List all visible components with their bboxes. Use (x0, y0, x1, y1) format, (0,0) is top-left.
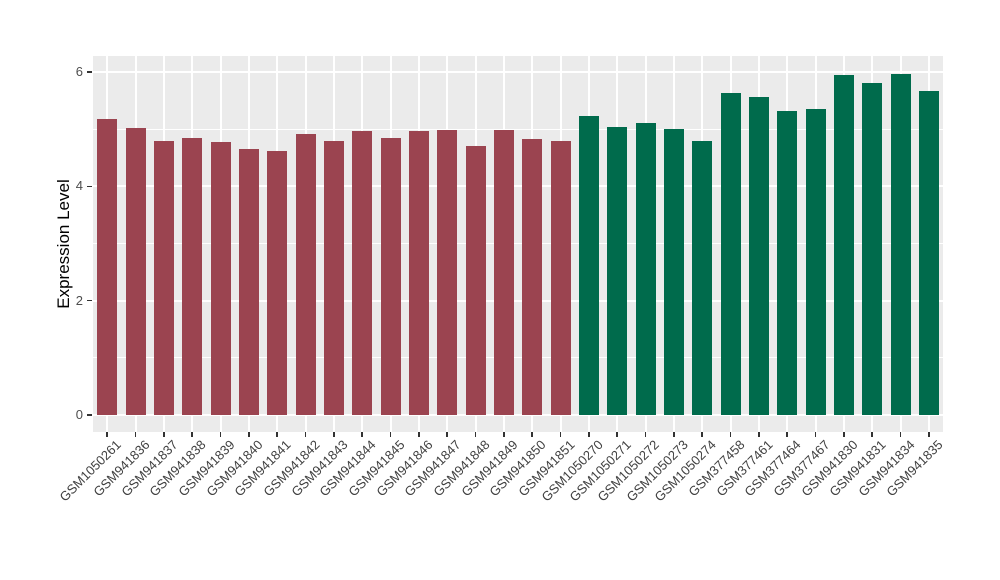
bar-GSM1050272 (635, 122, 656, 415)
x-axis-tick (304, 432, 307, 437)
bar-GSM941850 (522, 138, 543, 415)
y-axis-tick-label: 0 (75, 407, 83, 422)
x-axis-tick (503, 432, 505, 437)
x-axis-tick (191, 432, 193, 437)
x-axis-tick (474, 432, 477, 437)
bar-GSM1050273 (663, 128, 684, 415)
x-axis-tick (333, 432, 335, 437)
bar-GSM941844 (352, 131, 373, 415)
bar-GSM941839 (210, 141, 231, 415)
gridline-major-horizontal (93, 299, 943, 302)
x-axis-tick (163, 432, 165, 437)
bar-GSM377458 (720, 92, 741, 415)
bar-GSM941845 (380, 137, 401, 415)
plot-panel (93, 56, 943, 432)
y-axis-title: Expression Level (54, 179, 73, 309)
x-axis-tick (928, 432, 930, 437)
bar-GSM941837 (153, 141, 174, 415)
x-axis-tick (786, 432, 788, 437)
gridline-major-horizontal (93, 70, 943, 73)
y-axis-tick (87, 185, 92, 188)
x-axis-tick (729, 432, 732, 437)
x-axis-tick (814, 432, 817, 437)
x-axis-tick (446, 432, 448, 437)
bar-GSM1050261 (97, 118, 118, 415)
y-axis-tick (87, 71, 92, 73)
x-axis-tick (588, 432, 590, 437)
x-axis-tick (389, 432, 392, 437)
x-axis-tick (899, 432, 902, 437)
y-axis-tick (87, 299, 92, 302)
x-axis-tick (418, 432, 420, 437)
gridline-major-horizontal (93, 185, 943, 188)
bar-GSM941831 (862, 82, 883, 415)
x-axis-tick (758, 432, 760, 437)
bar-GSM377461 (748, 97, 769, 415)
bar-GSM941846 (408, 131, 429, 415)
x-axis-tick (559, 432, 562, 437)
gridline-major-horizontal (93, 414, 943, 416)
x-axis-tick (248, 432, 250, 437)
bar-GSM1050270 (578, 116, 599, 415)
x-axis-tick (219, 432, 222, 437)
x-axis-tick (106, 432, 108, 437)
bar-GSM941851 (550, 140, 571, 415)
bar-GSM1050271 (607, 126, 628, 415)
x-axis-tick (134, 432, 137, 437)
bar-GSM1050274 (692, 141, 713, 415)
bar-GSM941838 (182, 137, 203, 415)
x-axis-tick (673, 432, 675, 437)
bar-GSM941835 (918, 90, 939, 415)
bar-GSM941830 (833, 75, 854, 415)
bar-GSM377467 (805, 109, 826, 415)
x-axis-tick (871, 432, 873, 437)
gridline-minor-horizontal (93, 242, 943, 244)
bar-GSM941847 (437, 130, 458, 415)
bar-GSM941834 (890, 73, 911, 415)
bar-GSM941848 (465, 146, 486, 415)
bar-GSM941840 (238, 149, 259, 415)
bar-GSM941842 (295, 134, 316, 415)
y-axis-tick-label: 4 (75, 178, 83, 194)
x-axis-tick (843, 432, 845, 437)
bar-GSM941843 (323, 141, 344, 415)
y-axis-tick-label: 2 (75, 292, 83, 308)
x-axis-tick (701, 432, 703, 437)
x-axis-tick (616, 432, 618, 437)
x-axis-tick (276, 432, 278, 437)
x-axis-tick (531, 432, 533, 437)
bar-GSM941836 (125, 128, 146, 415)
gridline-minor-horizontal (93, 357, 943, 359)
y-axis-tick-label: 6 (75, 63, 83, 79)
x-axis-tick (644, 432, 647, 437)
y-axis-tick (87, 414, 92, 416)
bar-GSM941841 (267, 150, 288, 415)
bar-GSM377464 (777, 110, 798, 415)
bar-GSM941849 (493, 129, 514, 415)
x-axis-tick (361, 432, 363, 437)
gridline-minor-horizontal (93, 128, 943, 130)
